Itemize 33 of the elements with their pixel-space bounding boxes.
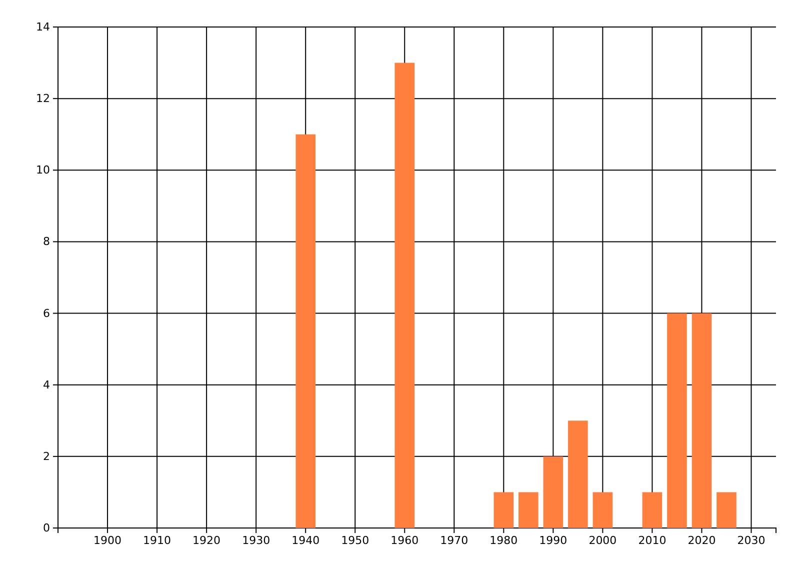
- y-tick-label: 2: [43, 450, 50, 463]
- y-tick-label: 14: [36, 20, 50, 34]
- x-tick-label: 1960: [390, 534, 419, 547]
- y-tick-label: 0: [43, 522, 50, 535]
- x-tick-label: 1990: [539, 534, 568, 547]
- y-tick-label: 4: [43, 378, 50, 392]
- x-tick-label: 1950: [341, 534, 370, 547]
- bar: [667, 313, 687, 528]
- bar: [394, 62, 415, 528]
- y-tick-label: 10: [36, 164, 50, 177]
- y-tick-label: 12: [36, 92, 50, 106]
- x-tick-label: 1970: [440, 534, 468, 547]
- x-tick-label: 1920: [192, 534, 221, 547]
- bar: [296, 134, 316, 528]
- y-tick-label: 6: [43, 306, 50, 320]
- bar: [568, 420, 588, 528]
- y-tick-label: 8: [43, 235, 50, 248]
- x-tick-label: 2000: [588, 534, 617, 547]
- bar: [716, 492, 736, 528]
- x-tick-label: 1900: [94, 534, 122, 547]
- bar: [494, 492, 514, 528]
- x-tick-label: 2020: [688, 534, 716, 547]
- x-tick-label: 2030: [737, 534, 766, 547]
- bar: [642, 492, 662, 528]
- x-tick-label: 2010: [638, 534, 666, 547]
- bar: [518, 492, 538, 528]
- bar: [543, 456, 564, 528]
- x-tick-label: 1910: [143, 534, 172, 547]
- bar: [692, 313, 712, 528]
- x-tick-label: 1930: [242, 534, 270, 547]
- x-tick-label: 1940: [292, 534, 320, 547]
- x-tick-label: 1980: [490, 534, 518, 547]
- bar: [592, 492, 613, 528]
